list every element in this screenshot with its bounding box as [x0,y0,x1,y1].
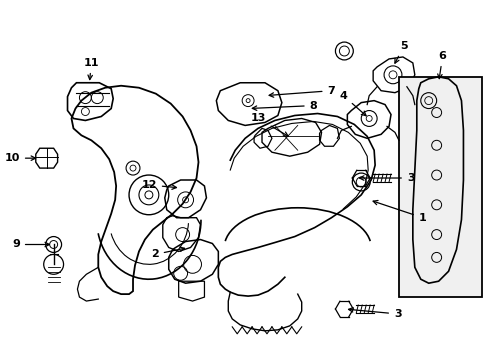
Text: 1: 1 [372,201,426,223]
Text: 5: 5 [394,41,407,63]
Text: 6: 6 [437,51,446,78]
Text: 8: 8 [252,100,317,111]
Text: 7: 7 [268,86,335,97]
Text: 12: 12 [141,180,176,190]
Text: 10: 10 [4,153,36,163]
Text: 3: 3 [348,307,401,319]
Text: 11: 11 [83,58,99,80]
Text: 4: 4 [339,91,366,116]
Text: 13: 13 [250,113,287,136]
Bar [398,77,481,297]
Text: 9: 9 [12,239,49,249]
Text: 2: 2 [151,247,184,260]
Text: 3: 3 [359,173,414,183]
